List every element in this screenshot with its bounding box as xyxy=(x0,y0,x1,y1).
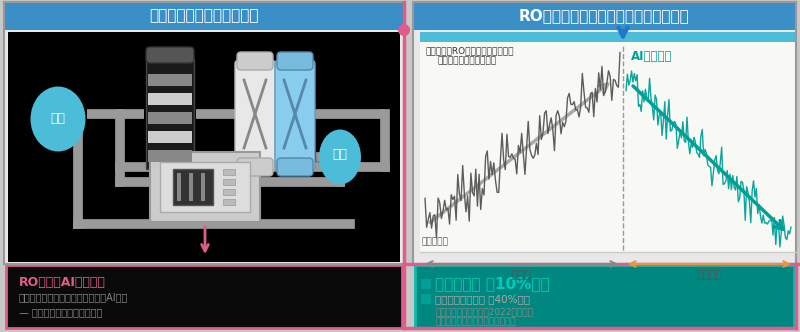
Text: 実証前: 実証前 xyxy=(511,270,531,280)
Bar xyxy=(421,294,431,304)
Bar xyxy=(421,279,431,289)
Bar xyxy=(415,265,794,328)
Text: AI最適運転: AI最適運転 xyxy=(631,50,673,63)
Bar xyxy=(148,131,192,143)
Polygon shape xyxy=(326,130,354,149)
Bar xyxy=(223,189,235,195)
FancyBboxPatch shape xyxy=(146,47,194,63)
FancyBboxPatch shape xyxy=(235,60,275,170)
Bar xyxy=(6,265,402,328)
Bar xyxy=(413,2,796,264)
Text: 水処理ラインの省エネを実現するAI制御: 水処理ラインの省エネを実現するAI制御 xyxy=(19,292,128,302)
Text: 実証結果に基づきサービス展開中: 実証結果に基づきサービス展開中 xyxy=(435,317,516,326)
Bar xyxy=(189,173,193,201)
Bar xyxy=(4,2,404,30)
Bar xyxy=(201,173,205,201)
FancyBboxPatch shape xyxy=(277,158,313,176)
FancyBboxPatch shape xyxy=(237,52,273,70)
Text: RO膜制御AIシステム: RO膜制御AIシステム xyxy=(19,276,106,289)
Bar xyxy=(420,32,796,42)
Bar xyxy=(420,42,796,252)
FancyBboxPatch shape xyxy=(275,60,315,170)
Bar xyxy=(223,199,235,205)
Bar xyxy=(160,162,250,212)
Text: — 環境省実証事業採択・完了: — 環境省実証事業採択・完了 xyxy=(19,307,102,317)
FancyBboxPatch shape xyxy=(277,52,313,70)
Bar xyxy=(223,179,235,185)
FancyBboxPatch shape xyxy=(237,158,273,176)
Circle shape xyxy=(398,24,410,36)
Bar xyxy=(148,74,192,86)
Bar xyxy=(223,169,235,175)
Text: 常運転ではRO膜の汚れは蓄積し、: 常運転ではRO膜の汚れは蓄積し、 xyxy=(425,46,514,55)
Text: 電力消費量: 電力消費量 xyxy=(422,237,449,246)
Bar xyxy=(6,265,402,328)
Text: RO膜装置の実プラント検証結果の概要: RO膜装置の実プラント検証結果の概要 xyxy=(519,9,690,24)
Ellipse shape xyxy=(319,129,361,185)
Bar xyxy=(4,2,404,264)
Bar xyxy=(148,93,192,105)
Text: 水処理ラインの概要と課題: 水処理ラインの概要と課題 xyxy=(150,9,258,24)
Text: 実証期間: 実証期間 xyxy=(696,270,722,280)
Bar xyxy=(146,59,194,169)
Bar xyxy=(8,32,400,262)
Bar xyxy=(177,173,181,201)
Bar xyxy=(4,2,404,264)
Bar xyxy=(173,169,213,205)
Text: 電力消費量の変動 約40%低減: 電力消費量の変動 約40%低減 xyxy=(435,294,530,304)
Bar xyxy=(413,2,796,264)
Text: 純水: 純水 xyxy=(333,147,347,160)
Bar xyxy=(150,152,260,222)
Bar xyxy=(415,265,794,328)
Text: 環境省実証事業として2022年に実施: 環境省実証事業として2022年に実施 xyxy=(435,307,533,316)
Bar xyxy=(148,150,192,162)
Text: 原水: 原水 xyxy=(50,113,66,125)
Bar xyxy=(413,2,796,30)
Bar xyxy=(148,112,192,124)
Ellipse shape xyxy=(30,87,86,151)
Text: 電力消費量は右肩上がり: 電力消費量は右肩上がり xyxy=(438,56,497,65)
Text: 電力消費量 約10%削減: 電力消費量 約10%削減 xyxy=(435,277,550,291)
